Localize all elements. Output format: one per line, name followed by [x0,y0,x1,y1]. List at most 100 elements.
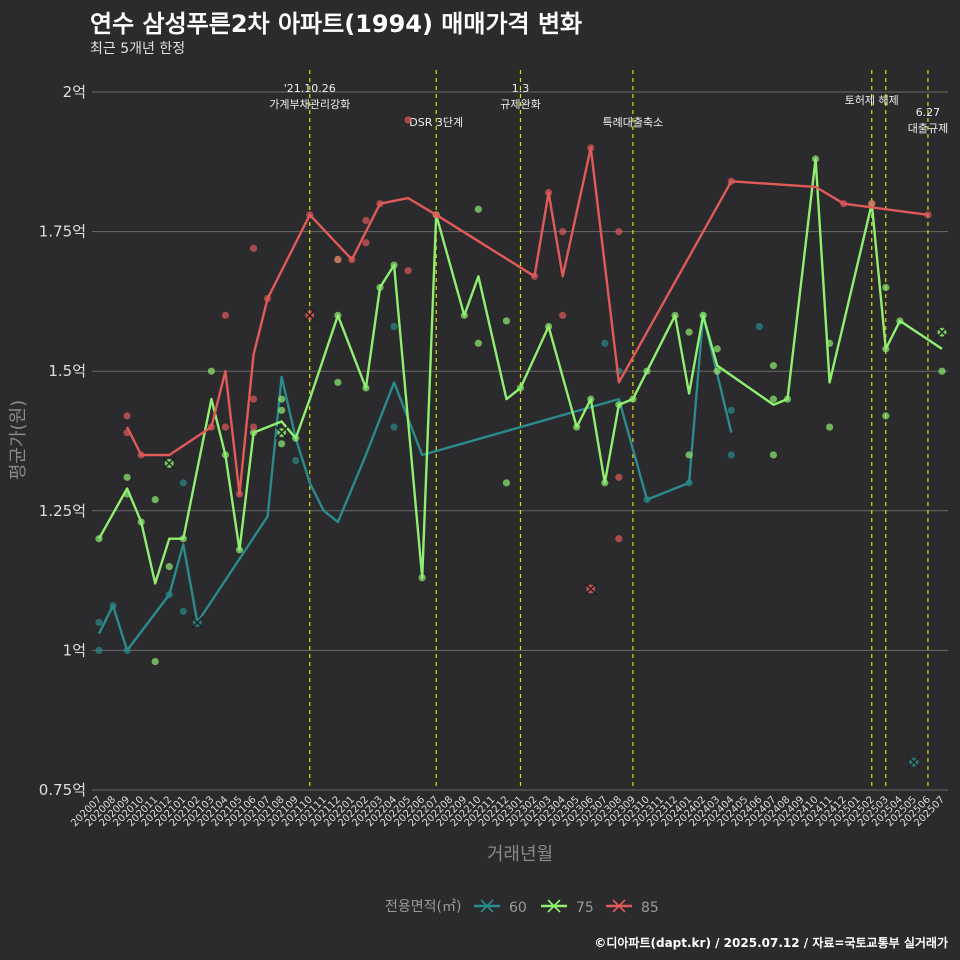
data-point [151,496,159,504]
data-point [151,657,159,666]
event-label: '21.10.26 [284,82,336,95]
data-point [123,646,131,655]
data-point [727,406,735,414]
data-point [573,423,581,431]
data-point [924,211,932,219]
series-75 [95,155,949,666]
data-point [362,239,370,247]
data-point [348,255,356,264]
data-point [404,116,412,124]
legend-title: 전용면적(㎡) [385,899,461,915]
data-point [137,518,145,526]
data-point [221,451,230,459]
legend-item-label: 75 [576,900,594,916]
data-point [755,322,763,331]
data-point [249,423,258,431]
data-point [882,412,890,420]
data-point [840,200,848,208]
data-point [292,456,300,465]
data-point [95,646,103,655]
data-point [95,618,103,627]
legend-swatch-cross [612,899,626,913]
data-point [306,211,314,219]
series-line-60 [97,314,733,652]
data-point [95,535,103,543]
data-point [460,311,468,319]
event-label: 규제완화 [500,98,540,111]
y-axis-ticks: 0.75억 1억 1.25억 1.5억 1.75억 2억 [39,83,86,799]
data-point [685,328,693,336]
data-point [643,496,651,504]
data-point [292,434,300,442]
data-point [334,378,342,386]
series-85 [123,116,932,596]
data-point [264,295,272,303]
data-point [235,490,244,498]
legend: 전용면적(㎡) 60 75 85 [385,899,659,916]
data-point [713,345,721,353]
data-point [629,395,637,403]
data-point [559,311,567,319]
data-point [615,401,623,409]
data-point [179,479,187,487]
data-point [207,423,215,431]
data-point [123,412,131,420]
y-tick-label: 2억 [63,83,86,101]
data-point [390,322,398,331]
data-point [516,384,525,392]
cross-marker [303,308,317,322]
data-point [221,311,230,319]
data-point [249,244,258,252]
data-point [137,451,145,459]
data-point [278,395,286,403]
data-point [826,339,834,347]
data-point [221,423,230,431]
cross-marker [935,325,949,339]
data-point [390,423,398,431]
cross-marker [162,456,176,470]
data-point [418,574,426,582]
data-point [362,216,370,225]
x-axis-ticks: 2020072020082020092020102020112020122021… [69,794,947,829]
chart-subtitle: 최근 5개년 한정 [90,41,186,57]
data-point [249,429,258,437]
data-point [615,473,623,481]
series-60 [95,311,921,769]
data-point [179,535,187,543]
data-point [165,563,173,571]
y-tick-label: 0.75억 [39,781,86,799]
data-point [404,267,412,275]
cross-marker [275,426,289,440]
data-point [545,322,553,331]
data-point [769,395,778,403]
data-point [249,395,258,403]
legend-item-label: 85 [641,900,659,916]
series-layer [95,116,949,769]
data-point [474,205,482,213]
data-point [587,395,595,403]
data-point [123,490,131,498]
y-tick-label: 1.5억 [48,362,86,380]
data-point [601,479,609,487]
data-point [727,451,735,459]
data-point [938,367,946,375]
data-point [432,211,440,219]
data-point [882,345,890,353]
chart-title: 연수 삼성푸른2차 아파트(1994) 매매가격 변화 [90,10,583,38]
data-point [362,384,370,392]
event-label: 특례대출축소 [603,116,664,129]
data-point [390,261,398,269]
data-point [615,228,623,236]
data-point [123,473,131,481]
data-point [769,451,778,459]
series-line-85 [126,146,929,496]
data-point [179,607,187,615]
data-point [826,423,834,431]
cross-marker [190,616,204,629]
data-point [474,339,482,347]
data-point [502,479,511,487]
event-label: DSR 3단계 [409,116,463,129]
data-point [643,367,651,375]
y-tick-label: 1.25억 [39,502,86,520]
data-point [699,311,707,319]
